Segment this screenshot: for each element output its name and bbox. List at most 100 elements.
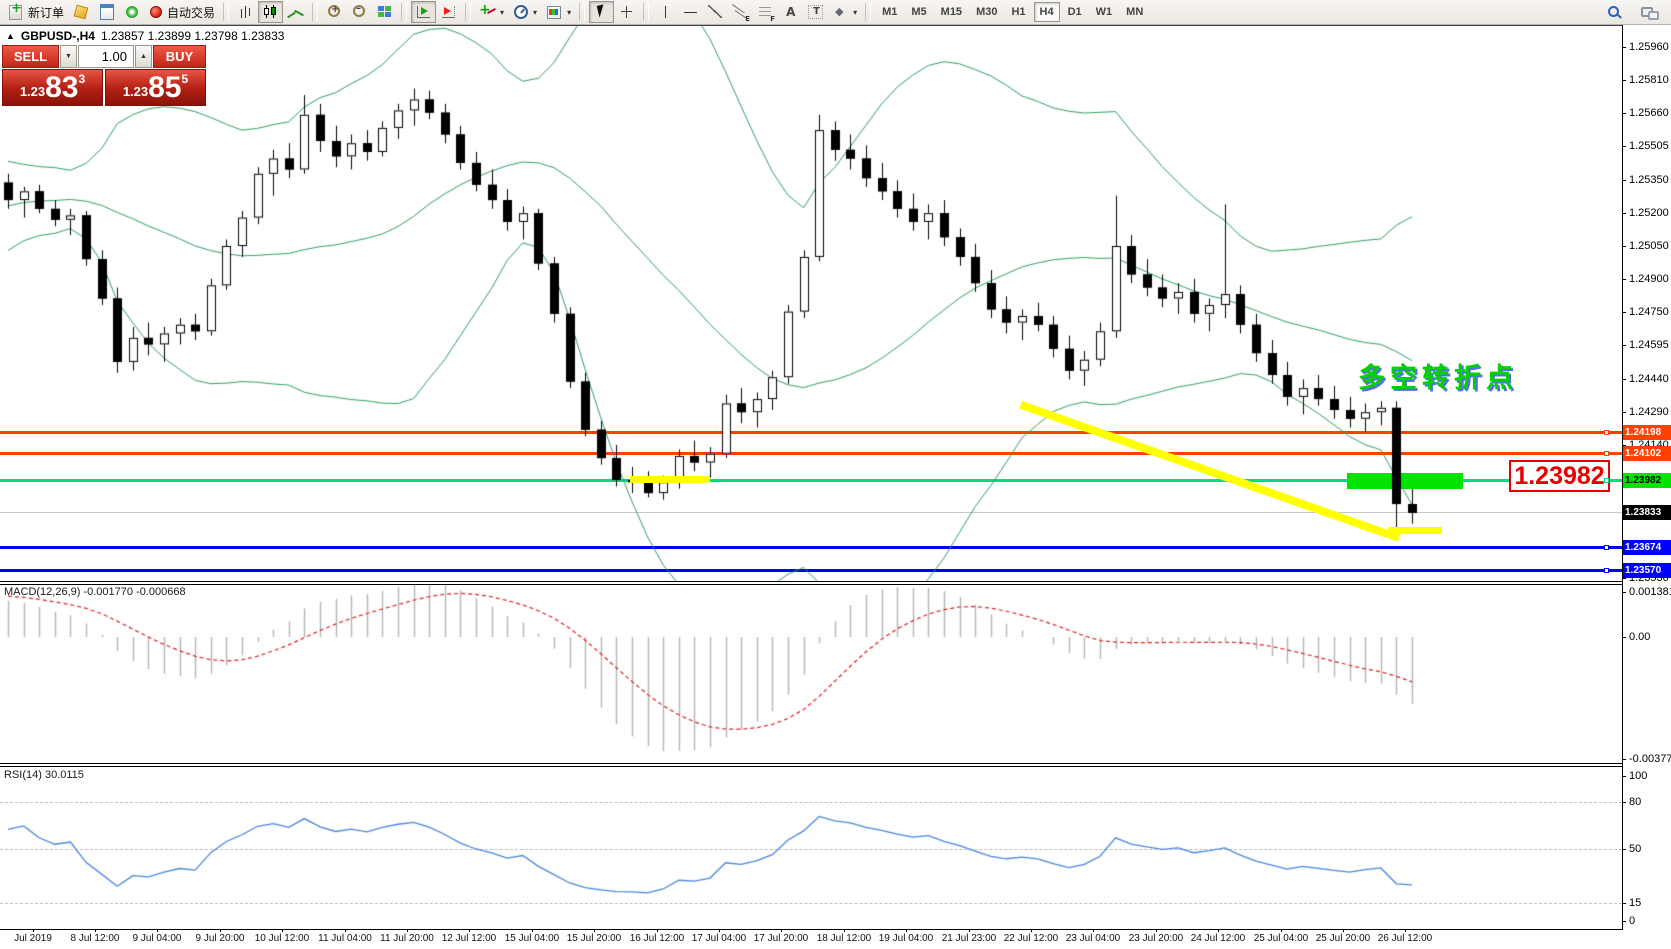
autotrading-button-label: 自动交易 (167, 5, 216, 20)
timeframe-m30[interactable]: M30 (970, 2, 1003, 22)
buy-button[interactable]: BUY (153, 45, 206, 68)
macd-rsi-separator[interactable] (0, 763, 1622, 764)
volume-up-button[interactable]: ▲ (135, 45, 152, 68)
timeframe-m1[interactable]: M1 (876, 2, 903, 22)
trendline-button[interactable] (703, 1, 728, 23)
sell-price-box[interactable]: 1.23 83 3 (2, 69, 103, 106)
chart-macd-separator[interactable] (0, 581, 1622, 582)
timeframe-m5[interactable]: M5 (905, 2, 932, 22)
new-order-icon (9, 2, 22, 20)
zoom-out-button[interactable] (347, 1, 372, 23)
autotrading-button[interactable]: 自动交易 (144, 1, 219, 23)
signals-button[interactable] (120, 1, 144, 23)
yellow-support-segment[interactable] (630, 476, 710, 483)
rsi-timeaxis-separator (0, 929, 1626, 930)
time-axis-tickmark (407, 929, 408, 932)
time-axis-label: 25 Jul 20:00 (1315, 933, 1371, 944)
price-chart-canvas[interactable] (0, 25, 1622, 930)
channel-button[interactable] (728, 1, 753, 23)
price-callout-box[interactable]: 1.23982 (1509, 460, 1610, 492)
timeframe-h4[interactable]: H4 (1033, 2, 1060, 22)
annotation-text[interactable]: 多空转折点 (1358, 363, 1518, 393)
timeframe-w1[interactable]: W1 (1090, 2, 1119, 22)
trendline-icon (707, 4, 725, 20)
timeframe-d1[interactable]: D1 (1062, 2, 1088, 22)
buy-price-pip: 5 (181, 72, 189, 86)
fibonacci-icon (757, 4, 775, 23)
dropdown-arrow-icon[interactable]: ▾ (500, 7, 505, 17)
text-button[interactable] (778, 1, 803, 23)
price-axis[interactable]: 1.25960 1.25810 1.25660 1.25505 1.25350 1.252… (1622, 25, 1671, 930)
tile-windows-button[interactable] (372, 1, 397, 23)
price-axis-tickmark (1622, 445, 1626, 446)
buy-price-box[interactable]: 1.23 85 5 (105, 69, 206, 106)
time-axis-tickmark (719, 929, 720, 932)
horizontal-line-button[interactable] (678, 1, 703, 23)
price-axis-tickmark (1622, 412, 1626, 413)
indicator-axis-tickmark (1622, 759, 1626, 760)
search-button[interactable] (1601, 1, 1626, 23)
time-axis-tickmark (1031, 929, 1032, 932)
resistance-line-1-24102-handle (1604, 451, 1609, 456)
time-axis-tickmark (657, 929, 658, 932)
time-axis-tickmark (95, 929, 96, 932)
yellow-support-segment-right[interactable] (1388, 527, 1442, 534)
price-line-label: 1.23674 (1623, 540, 1671, 555)
macd-indicator-label: MACD(12,26,9) -0.001770 -0.000668 (4, 586, 186, 598)
price-axis-tickmark (1622, 213, 1626, 214)
bar-chart-icon (237, 4, 255, 20)
time-axis[interactable]: Jul 2019 8 Jul 12:00 9 Jul 04:00 9 Jul 20:0… (0, 929, 1671, 949)
new-order-button[interactable]: 新订单 (2, 1, 68, 23)
timeframe-m15[interactable]: M15 (935, 2, 968, 22)
chat-button[interactable] (1636, 1, 1661, 23)
chart-window-header: ▲ GBPUSD-,H4 1.23857 1.23899 1.23798 1.2… (6, 29, 284, 43)
auto-scroll-button[interactable] (411, 1, 437, 23)
price-axis-tick: 1.25960 (1629, 41, 1669, 53)
crosshair-button[interactable] (614, 1, 639, 23)
one-click-panel-toggle[interactable]: ▲ (6, 31, 15, 41)
sell-price-pip: 3 (78, 72, 86, 86)
timeframe-mn[interactable]: MN (1120, 2, 1149, 22)
price-axis-tickmark (1622, 279, 1626, 280)
fibonacci-button[interactable] (753, 1, 778, 23)
metaeditor-button[interactable] (68, 1, 94, 23)
templates-button[interactable]: ▾ (541, 1, 575, 23)
indicators-icon (479, 2, 496, 20)
toolbar-separator (312, 3, 319, 21)
timeframe-h1[interactable]: H1 (1005, 2, 1031, 22)
volume-down-button[interactable]: ▼ (60, 45, 77, 68)
resistance-line-1-24198-handle (1604, 430, 1609, 435)
vertical-line-button[interactable] (653, 1, 678, 23)
volume-input[interactable] (78, 45, 134, 68)
cursor-button[interactable] (589, 1, 615, 23)
new-order-button-label: 新订单 (28, 5, 65, 20)
indicators-button[interactable]: ▾ (475, 1, 508, 23)
line-chart-button[interactable] (283, 1, 308, 23)
toolbar-separator (579, 3, 586, 21)
dropdown-arrow-icon[interactable]: ▾ (533, 7, 538, 17)
price-axis-tickmark (1622, 578, 1626, 579)
time-axis-label: 25 Jul 04:00 (1253, 933, 1309, 944)
new-chart-button[interactable] (94, 1, 120, 23)
toolbar-separator (401, 3, 408, 21)
label-button[interactable] (803, 1, 828, 23)
dropdown-arrow-icon[interactable]: ▾ (567, 7, 572, 17)
pivot-line-1-23982-handle (1604, 478, 1609, 483)
time-axis-label: 9 Jul 04:00 (132, 933, 182, 944)
sell-button[interactable]: SELL (2, 45, 59, 68)
price-axis-tickmark (1622, 146, 1626, 147)
zoom-in-button[interactable] (322, 1, 347, 23)
bar-chart-button[interactable] (233, 1, 258, 23)
search-icon (1605, 4, 1622, 20)
indicator-axis-tick: 0 (1629, 915, 1636, 927)
dropdown-arrow-icon[interactable]: ▾ (853, 7, 858, 17)
time-axis-label: 23 Jul 04:00 (1065, 933, 1121, 944)
metaeditor-icon (73, 4, 89, 20)
candlestick-button[interactable] (258, 1, 284, 23)
periods-button[interactable]: ▾ (508, 1, 541, 23)
chart-shift-button[interactable] (436, 1, 461, 23)
time-axis-label: 11 Jul 04:00 (318, 933, 372, 944)
shapes-button[interactable]: ▾ (828, 1, 861, 23)
